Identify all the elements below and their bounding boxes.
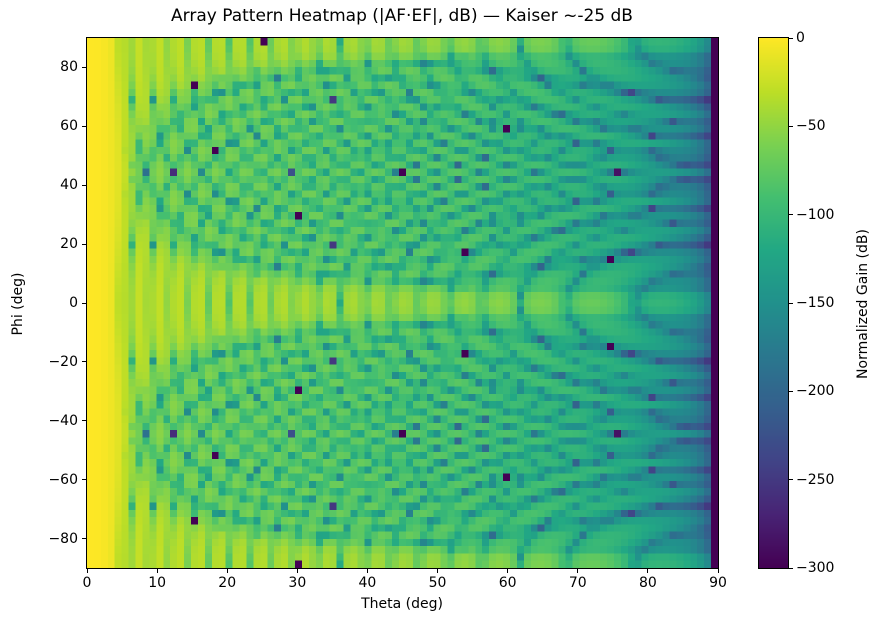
colorbar-tick-mark bbox=[789, 214, 793, 216]
x-tick-mark bbox=[717, 569, 719, 573]
x-tick-label: 40 bbox=[358, 575, 377, 591]
colorbar-tick-mark bbox=[789, 479, 793, 481]
colorbar-tick-label: −250 bbox=[796, 471, 835, 488]
colorbar-tick-mark bbox=[789, 37, 793, 39]
y-tick-mark bbox=[82, 538, 86, 540]
y-tick-label: 60 bbox=[60, 118, 78, 135]
y-tick-label: −60 bbox=[48, 471, 78, 488]
colorbar-tick-label: −50 bbox=[796, 118, 826, 135]
y-tick-label: −40 bbox=[48, 412, 78, 429]
x-tick-label: 30 bbox=[288, 575, 307, 591]
y-tick-label: 20 bbox=[60, 236, 78, 253]
x-tick-label: 90 bbox=[709, 575, 727, 591]
colorbar-tick-mark bbox=[789, 302, 793, 304]
x-tick-label: 10 bbox=[148, 575, 167, 591]
colorbar-tick-mark bbox=[789, 567, 793, 569]
y-tick-mark bbox=[82, 302, 86, 304]
x-tick-mark bbox=[296, 569, 298, 573]
colorbar-tick-label: −150 bbox=[796, 295, 835, 311]
colorbar-tick-mark bbox=[789, 125, 793, 127]
y-tick-label: −20 bbox=[48, 353, 78, 370]
y-tick-label: 80 bbox=[60, 59, 78, 76]
y-tick-mark bbox=[82, 66, 86, 68]
y-tick-mark bbox=[82, 243, 86, 245]
x-tick-label: 60 bbox=[498, 575, 517, 591]
colorbar-tick-mark bbox=[789, 390, 793, 392]
y-tick-mark bbox=[82, 361, 86, 363]
x-tick-mark bbox=[366, 569, 368, 573]
x-tick-label: 70 bbox=[568, 575, 587, 591]
x-tick-mark bbox=[86, 569, 88, 573]
x-tick-label: 20 bbox=[218, 575, 237, 591]
x-tick-mark bbox=[437, 569, 439, 573]
y-tick-label: −80 bbox=[48, 530, 78, 547]
colorbar-gradient bbox=[759, 38, 788, 568]
y-tick-mark bbox=[82, 420, 86, 422]
y-tick-label: 0 bbox=[69, 295, 78, 311]
y-tick-label: 40 bbox=[60, 177, 78, 194]
chart-title: Array Pattern Heatmap (|AF·EF|, dB) — Ka… bbox=[171, 6, 633, 26]
x-tick-mark bbox=[507, 569, 509, 573]
colorbar-tick-label: −100 bbox=[796, 206, 835, 223]
x-tick-label: 50 bbox=[428, 575, 447, 591]
colorbar-label: Normalized Gain (dB) bbox=[855, 229, 871, 379]
x-tick-label: 0 bbox=[82, 575, 92, 591]
x-tick-mark bbox=[226, 569, 228, 573]
x-tick-mark bbox=[647, 569, 649, 573]
x-tick-mark bbox=[156, 569, 158, 573]
heatmap-axes bbox=[86, 37, 719, 569]
x-tick-label: 80 bbox=[638, 575, 657, 591]
y-tick-mark bbox=[82, 125, 86, 127]
y-tick-mark bbox=[82, 184, 86, 186]
x-axis-label: Theta (deg) bbox=[361, 596, 443, 612]
colorbar-tick-label: 0 bbox=[796, 30, 805, 46]
colorbar-tick-label: −200 bbox=[796, 383, 835, 400]
colorbar bbox=[758, 37, 789, 569]
x-tick-mark bbox=[577, 569, 579, 573]
y-tick-mark bbox=[82, 479, 86, 481]
heatmap-image bbox=[87, 38, 718, 568]
colorbar-tick-label: −300 bbox=[796, 560, 835, 576]
